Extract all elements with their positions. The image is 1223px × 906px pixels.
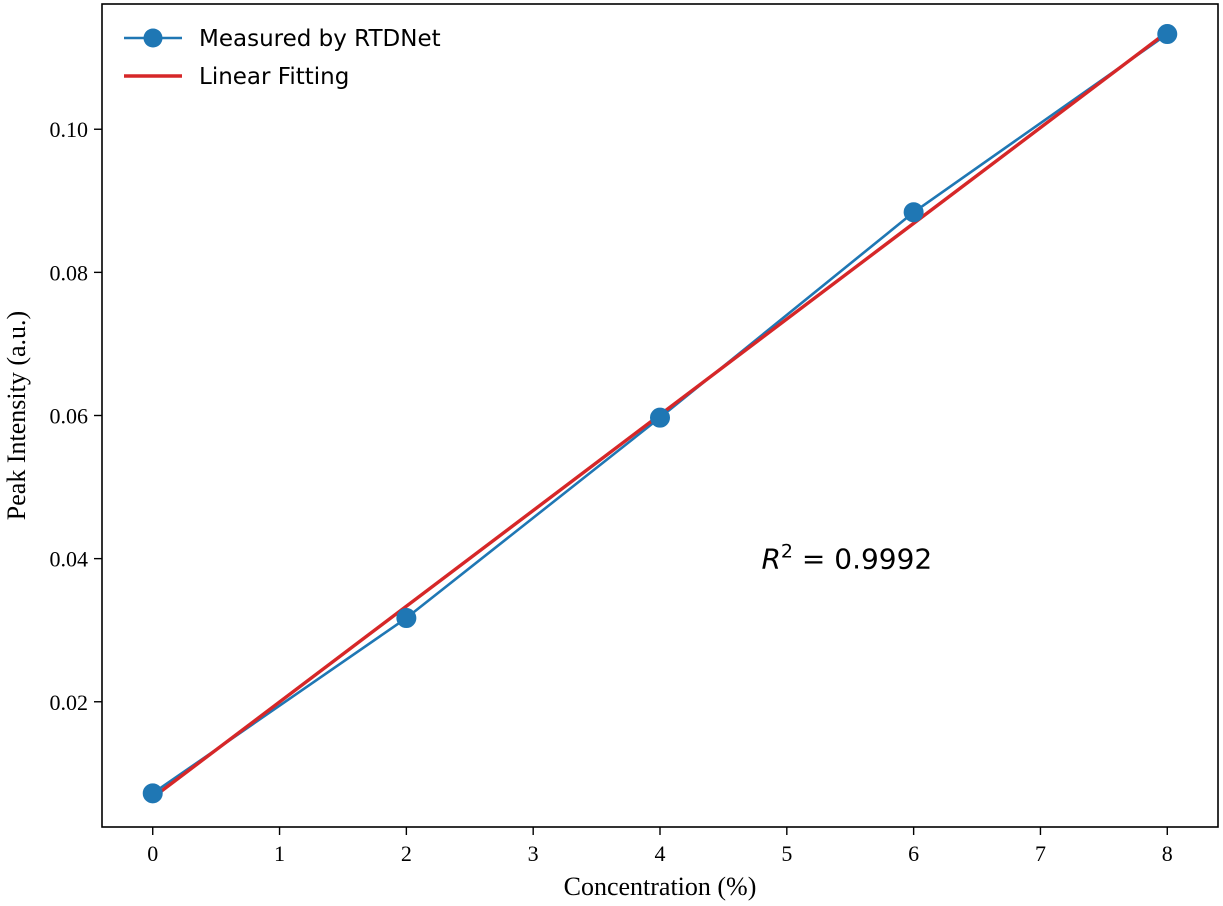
legend-label-linear-fit: Linear Fitting [199,64,349,90]
axes: 0 1 2 3 4 5 6 7 8 0.02 0.04 0.06 0.08 0.10 [50,3,1219,866]
y-tick-label: 0.04 [50,547,89,572]
data-point [1157,24,1178,45]
r-squared-symbol: R [761,543,780,576]
x-tick-label: 1 [274,841,285,866]
x-tick-label: 3 [528,841,539,866]
data-point [650,407,670,428]
data-point [903,202,924,223]
y-tick-label: 0.10 [50,117,89,142]
legend: Measured by RTDNet Linear Fitting [124,26,441,90]
x-tick-label: 5 [781,841,792,866]
r-squared-annotation: R2 = 0.9992 [761,541,932,576]
x-tick-label: 2 [401,841,412,866]
x-tick-label: 8 [1162,841,1173,866]
legend-marker-measured [143,28,163,48]
plot-area [142,24,1178,804]
data-point [142,783,163,804]
r-squared-value: = 0.9992 [793,543,932,576]
y-axis-title: Peak Intensity (a.u.) [2,311,31,520]
x-axis-title: Concentration (%) [564,872,757,901]
x-tick-label: 4 [655,841,666,866]
x-tick-label: 7 [1035,841,1046,866]
r-squared-exponent: 2 [781,541,793,563]
legend-label-measured: Measured by RTDNet [199,26,441,52]
data-point [396,608,417,629]
x-tick-label: 0 [147,841,158,866]
y-tick-label: 0.06 [50,404,89,429]
x-tick-label: 6 [908,841,919,866]
y-tick-label: 0.08 [50,260,89,285]
y-tick-label: 0.02 [50,690,89,715]
